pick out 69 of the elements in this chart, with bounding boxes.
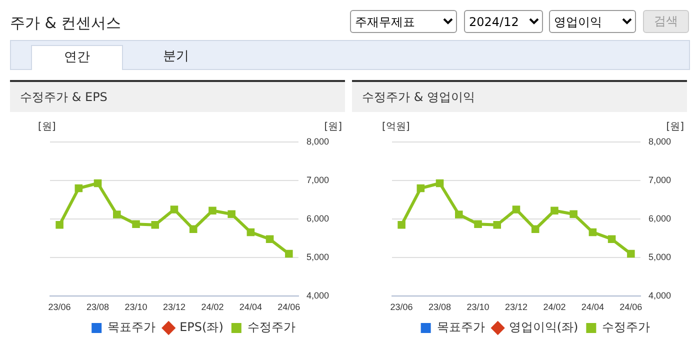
y2-tick-label: 5,000 bbox=[648, 252, 672, 262]
y2-tick-label: 6,000 bbox=[648, 214, 672, 224]
point bbox=[74, 184, 83, 192]
y2-tick-label: 7,000 bbox=[306, 175, 330, 186]
point bbox=[512, 206, 520, 214]
y2-tick-label: 4,000 bbox=[306, 290, 330, 301]
point bbox=[474, 220, 482, 228]
y2-tick-label: 6,000 bbox=[306, 214, 330, 224]
point bbox=[608, 235, 616, 244]
point bbox=[170, 206, 178, 214]
point bbox=[113, 210, 121, 218]
point bbox=[208, 206, 216, 215]
point bbox=[189, 225, 198, 234]
legend-label: 수정주가 bbox=[602, 320, 650, 334]
legend-label: 목표주가 bbox=[108, 320, 156, 334]
text: 주가 & 컨센서스 bbox=[10, 14, 122, 33]
point bbox=[246, 228, 255, 236]
point bbox=[56, 220, 64, 229]
x-tick-label: 24/06 bbox=[620, 302, 642, 312]
text: 검색 bbox=[643, 10, 689, 33]
x-tick-label: 23/06 bbox=[48, 302, 71, 312]
y-axis-title: [원] bbox=[38, 122, 56, 133]
text: 영업이익 bbox=[549, 10, 636, 33]
x-tick-label: 24/06 bbox=[278, 302, 300, 312]
chart-title: 수정주가 & 영업이익 bbox=[352, 82, 687, 112]
y2-tick-label: 7,000 bbox=[648, 175, 672, 186]
x-tick-label: 23/10 bbox=[124, 302, 148, 312]
text: 2024/12 bbox=[464, 10, 543, 33]
point bbox=[455, 210, 463, 218]
y2-tick-label: 4,000 bbox=[648, 290, 672, 301]
point bbox=[627, 250, 635, 258]
x-tick-label: 24/04 bbox=[239, 302, 262, 312]
legend-label: 영업이익(좌) bbox=[508, 320, 578, 334]
chart-title: 수정주가 & EPS bbox=[10, 82, 345, 112]
x-tick-label: 23/12 bbox=[504, 302, 528, 312]
y-axis-title: [억원] bbox=[382, 122, 410, 133]
point bbox=[570, 210, 578, 218]
legend-label: EPS(좌) bbox=[180, 320, 224, 334]
y2-tick-label: 8,000 bbox=[648, 136, 672, 146]
point bbox=[132, 220, 140, 228]
y2-tick-label: 8,000 bbox=[306, 136, 330, 146]
text: 주재무제표 bbox=[350, 10, 457, 33]
x-tick-label: 23/06 bbox=[390, 302, 413, 312]
point bbox=[151, 220, 160, 229]
legend-label: 목표주가 bbox=[436, 320, 485, 334]
text: 연간 bbox=[31, 45, 123, 70]
point bbox=[493, 220, 502, 229]
point bbox=[416, 184, 425, 192]
x-tick-label: 24/02 bbox=[201, 302, 224, 312]
point bbox=[588, 228, 597, 236]
point bbox=[436, 179, 444, 188]
point bbox=[94, 179, 102, 188]
x-tick-label: 24/04 bbox=[581, 302, 604, 312]
point bbox=[266, 235, 274, 244]
x-tick-label: 23/10 bbox=[466, 302, 490, 312]
point bbox=[285, 250, 293, 258]
point bbox=[228, 210, 236, 218]
x-tick-label: 23/08 bbox=[428, 302, 452, 312]
legend-label: 수정주가 bbox=[247, 320, 296, 334]
point bbox=[550, 206, 558, 215]
y2-axis-title: [원] bbox=[324, 122, 342, 133]
point bbox=[398, 220, 406, 229]
point bbox=[531, 225, 540, 234]
y2-tick-label: 5,000 bbox=[306, 252, 330, 262]
x-tick-label: 23/12 bbox=[162, 302, 186, 312]
text: 분기 bbox=[162, 48, 190, 66]
x-tick-label: 23/08 bbox=[86, 302, 110, 312]
x-tick-label: 24/02 bbox=[543, 302, 566, 312]
y2-axis-title: [원] bbox=[666, 122, 684, 133]
